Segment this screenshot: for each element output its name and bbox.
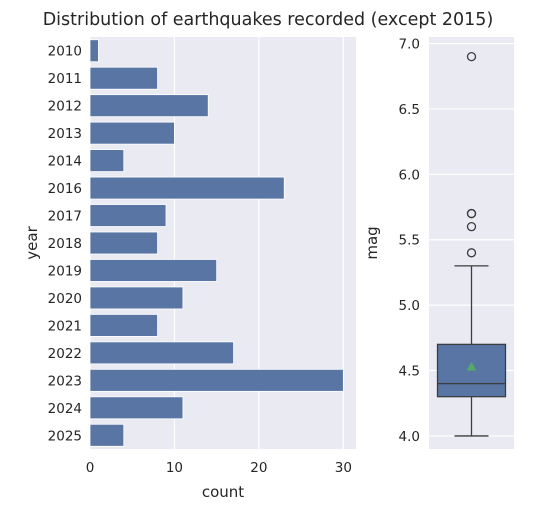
box-plot-panel: 4.0 4.5 5.0 5.5 6.0 6.5 7.0 mag (363, 37, 514, 449)
bar-chart-y-tick-label: 2019 (48, 263, 82, 279)
bar-chart-x-tick-label: 0 (86, 460, 95, 476)
bar-2023 (89, 368, 344, 392)
bar-2022 (89, 341, 234, 365)
bar-chart-y-tick-label: 2020 (48, 291, 82, 307)
box-plot-marks (436, 51, 507, 437)
bar-chart-x-ticks: 0 10 20 30 (86, 460, 352, 476)
bar-chart-y-tick-label: 2024 (48, 401, 82, 417)
outlier-point (466, 208, 477, 219)
bar-chart-x-tick-label: 30 (335, 460, 352, 476)
bar-chart-y-tick-label: 2021 (48, 318, 82, 334)
bar-chart-y-tick-label: 2012 (48, 99, 82, 115)
bar-chart-x-axis-label: count (202, 483, 244, 501)
bar-chart-bars (89, 39, 344, 447)
bar-chart-x-tick-label: 10 (166, 460, 183, 476)
bar-chart-y-tick-label: 2013 (48, 126, 82, 142)
bar-chart-y-tick-label: 2014 (48, 154, 82, 170)
outlier-point (466, 51, 477, 62)
box-plot-y-axis-label: mag (363, 226, 381, 259)
box-plot-y-tick-label: 5.0 (399, 298, 420, 314)
bar-2013 (89, 121, 175, 145)
bar-chart-y-tick-label: 2010 (48, 44, 82, 60)
box-plot-y-tick-label: 5.5 (399, 233, 420, 249)
bar-chart-y-tick-label: 2011 (48, 71, 82, 87)
bar-chart-y-tick-label: 2023 (48, 373, 82, 389)
bar-chart-y-ticks: 2010 2011 2012 2013 2014 2016 2017 2018 2019 2020… (48, 44, 82, 445)
bar-chart-y-tick-label: 2016 (48, 181, 82, 197)
bar-2018 (89, 231, 158, 255)
bar-2020 (89, 286, 184, 310)
bar-2019 (89, 259, 218, 282)
chart-title: Distribution of earthquakes recorded (ex… (43, 10, 494, 30)
box-plot-y-ticks: 4.0 4.5 5.0 5.5 6.0 6.5 7.0 (399, 37, 420, 445)
box-plot-y-tick-label: 4.0 (399, 429, 420, 445)
bar-chart-y-tick-label: 2025 (48, 428, 82, 444)
bar-2010 (89, 39, 99, 63)
bar-2024 (89, 396, 184, 420)
bar-2011 (89, 66, 158, 90)
bar-2017 (89, 204, 167, 227)
outlier-point (466, 248, 477, 258)
bar-chart-x-tick-label: 20 (250, 460, 267, 476)
outlier-point (466, 222, 477, 232)
box-plot-y-tick-label: 4.5 (399, 364, 420, 380)
bar-chart-panel: 0 10 20 30 2010 2011 2012 2013 2014 2016 2017 2018… (23, 37, 356, 501)
bar-chart-y-tick-label: 2017 (48, 209, 82, 225)
bar-chart-y-tick-label: 2022 (48, 346, 82, 362)
bar-2012 (89, 94, 209, 118)
bar-2025 (89, 423, 125, 447)
mean-marker (466, 361, 477, 371)
bar-chart-y-axis-label: year (23, 225, 41, 259)
bar-chart-y-tick-label: 2018 (48, 236, 82, 252)
bar-2014 (89, 149, 125, 172)
bar-2016 (89, 176, 285, 200)
box-plot-y-tick-label: 6.5 (399, 102, 420, 118)
box-plot-y-tick-label: 7.0 (399, 37, 420, 53)
bar-2021 (89, 314, 158, 337)
box-plot-y-tick-label: 6.0 (399, 167, 420, 183)
